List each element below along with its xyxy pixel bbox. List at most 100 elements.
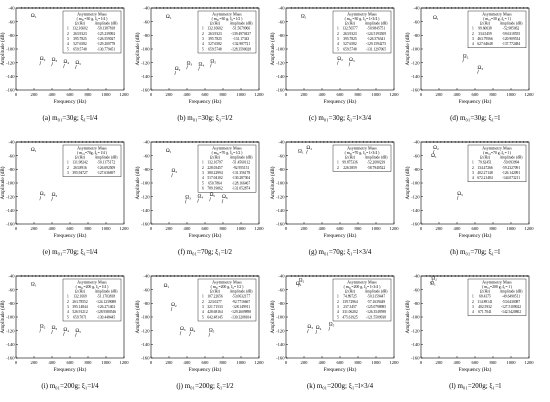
y-tick-label: -60 (8, 19, 15, 24)
data-marker (209, 275, 212, 277)
y-tick-label: -100 (276, 47, 285, 52)
data-marker (92, 141, 95, 143)
peak-arrow (306, 149, 308, 154)
data-marker (234, 141, 237, 143)
inset-title: Asymmetry Mass (482, 12, 512, 17)
data-marker (333, 275, 336, 277)
y-tick-label: -160 (411, 222, 420, 227)
inset-row-frequency: 228.03457 (207, 166, 222, 170)
y-tick-label: -160 (6, 222, 15, 227)
inset-row-frequency: 517.04102 (207, 176, 222, 180)
data-marker (315, 275, 318, 277)
y-tick-label: -40 (143, 6, 150, 11)
inset-row-index: 3 (67, 171, 69, 175)
y-tick-label: -100 (6, 47, 15, 52)
data-marker (494, 275, 496, 277)
data-marker (290, 7, 293, 9)
data-marker (220, 275, 222, 277)
inset-subtitle: ( m₀₁=200 g, ξ₁= l×3/4 ) (344, 285, 382, 290)
peak-label: Ω₄ (63, 327, 69, 333)
x-tick-label: 1000 (101, 226, 111, 231)
peak-arrow (171, 173, 173, 178)
data-marker (49, 7, 51, 9)
data-marker (294, 275, 296, 277)
data-marker (220, 7, 222, 9)
data-marker (38, 275, 41, 277)
data-marker (348, 275, 350, 277)
inset-row-frequency: 526.91212 (72, 310, 87, 314)
peak-label: Ω₁ (431, 153, 437, 159)
data-marker (71, 141, 73, 143)
inset-col-omega: Ω (Hz) (210, 290, 221, 294)
data-marker (242, 141, 244, 143)
x-tick-label: 1200 (524, 360, 534, 365)
inset-col-omega: Ω (Hz) (480, 156, 491, 160)
data-marker (231, 275, 233, 277)
inset-col-amplitude: Amplitude (dB) (500, 22, 524, 26)
peak-arrow (337, 60, 339, 65)
data-marker (202, 275, 204, 277)
y-tick-label: -80 (8, 301, 15, 306)
data-marker (432, 141, 435, 143)
data-marker (24, 275, 26, 277)
data-marker (49, 141, 51, 143)
data-marker (117, 275, 120, 277)
data-marker (454, 275, 456, 277)
data-marker (195, 275, 197, 277)
data-marker (74, 275, 77, 277)
data-marker (121, 141, 123, 143)
inset-row-index: 3 (67, 305, 69, 309)
peak-label: Ω₅ (75, 60, 81, 66)
data-marker (99, 141, 102, 143)
data-marker (359, 275, 361, 277)
peak-label: Ω₂ (463, 53, 469, 59)
inset-row-frequency: 380.22994 (207, 171, 222, 175)
data-marker (191, 141, 194, 143)
inset-title: Asymmetry Mass (347, 12, 377, 17)
data-marker (216, 275, 219, 277)
inset-row-frequency: 99.875336 (342, 161, 357, 165)
data-marker (35, 275, 37, 277)
x-tick-label: 200 (301, 360, 309, 365)
y-tick-label: -100 (276, 315, 285, 320)
data-marker (319, 275, 321, 277)
inset-row-index: 4 (472, 42, 474, 46)
inset-row-amplitude: -126.692509 (97, 166, 115, 170)
y-tick-label: -160 (276, 222, 285, 227)
inset-row-amplitude: -129.1594275 (366, 42, 386, 46)
inset-col-amplitude: Amplitude (dB) (500, 156, 524, 160)
peak-arrow (197, 198, 199, 203)
data-marker (249, 7, 251, 9)
data-marker (326, 141, 329, 143)
inset-row-amplitude: -126.559027 (97, 37, 115, 41)
data-marker (56, 275, 59, 277)
data-marker (436, 7, 438, 9)
peak-arrow (208, 332, 211, 337)
x-tick-label: 800 (85, 92, 93, 97)
data-marker (450, 141, 453, 143)
x-tick-label: 800 (490, 92, 498, 97)
data-marker (380, 7, 383, 9)
inset-title: Asymmetry Mass (77, 146, 107, 151)
inset-row-frequency: 334.5459 (478, 32, 492, 36)
x-tick-label: 0 (285, 360, 288, 365)
inset-row-frequency: 263.9323 (343, 32, 357, 36)
y-tick-label: -140 (6, 342, 15, 347)
data-marker (447, 7, 449, 9)
y-tick-label: -60 (8, 153, 15, 158)
data-marker (504, 275, 507, 277)
x-tick-label: 1200 (119, 360, 129, 365)
y-tick-label: -60 (278, 287, 285, 292)
inset-col-omega: Ω (Hz) (345, 290, 356, 294)
inset-row-frequency: 107.22656 (207, 295, 222, 299)
peak-label: Ω₄ (198, 62, 204, 68)
data-marker (162, 275, 165, 277)
inset-row-amplitude: -53.0632177 (232, 295, 250, 299)
data-marker (56, 141, 59, 143)
data-marker (159, 275, 161, 277)
x-tick-label: 1200 (119, 226, 129, 231)
data-marker (526, 7, 528, 9)
inset-row-frequency: 428.68164 (207, 310, 222, 314)
x-tick-label: 1000 (236, 360, 246, 365)
